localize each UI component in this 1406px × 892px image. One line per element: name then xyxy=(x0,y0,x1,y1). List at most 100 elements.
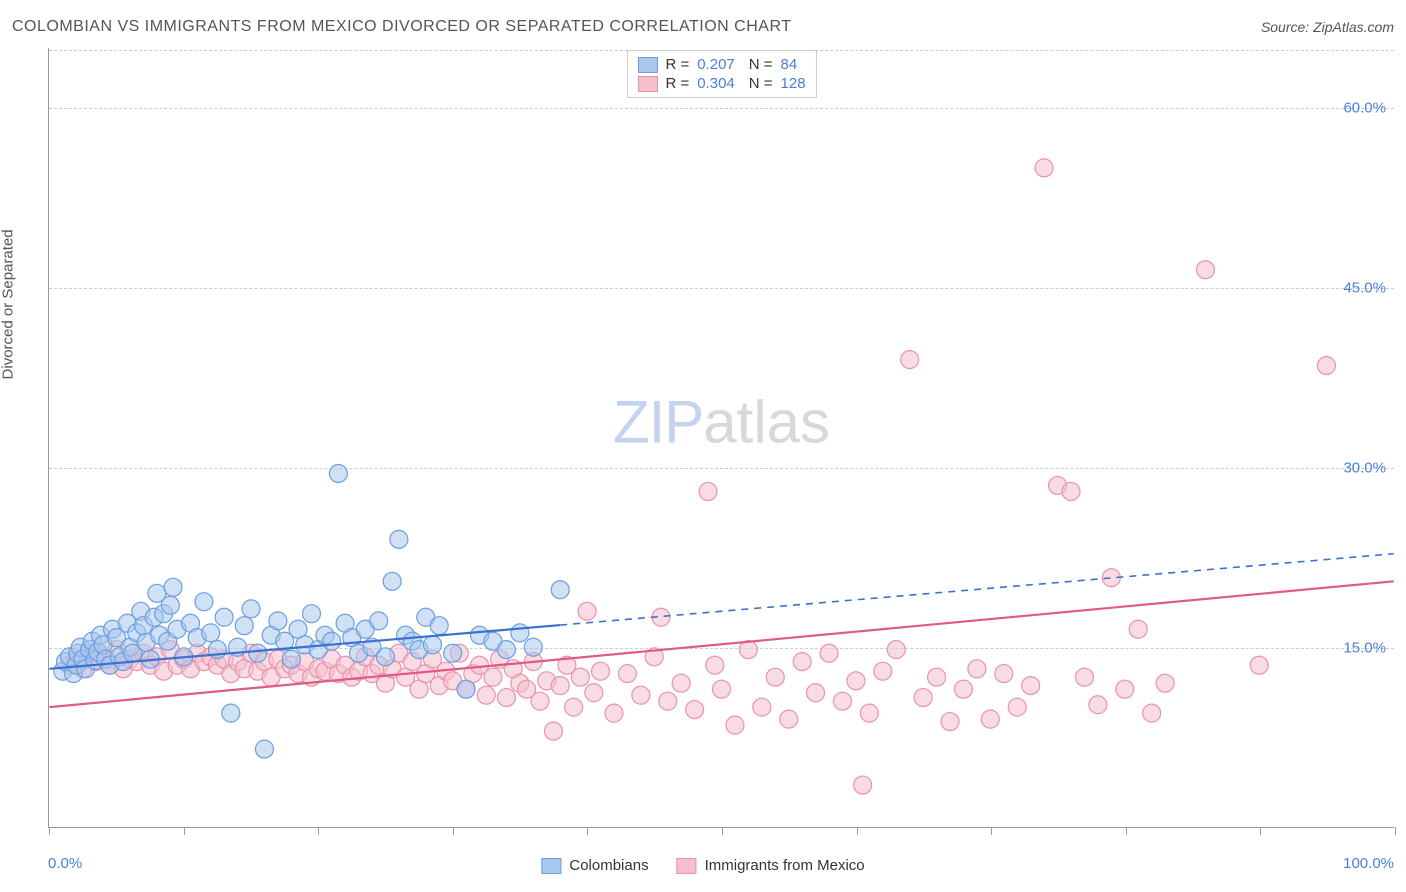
r-value-2: 0.304 xyxy=(697,75,735,92)
data-point xyxy=(222,704,240,722)
data-point xyxy=(195,593,213,611)
data-point xyxy=(323,632,341,650)
data-point xyxy=(423,636,441,654)
data-point xyxy=(215,608,233,626)
x-tick xyxy=(184,827,185,835)
data-point xyxy=(1062,482,1080,500)
n-value-1: 84 xyxy=(781,56,798,73)
data-point xyxy=(497,689,515,707)
data-point xyxy=(672,674,690,692)
data-point xyxy=(1089,696,1107,714)
data-point xyxy=(780,710,798,728)
x-tick xyxy=(453,827,454,835)
data-point xyxy=(477,686,495,704)
data-point xyxy=(242,600,260,618)
data-point xyxy=(376,648,394,666)
data-point xyxy=(1035,159,1053,177)
data-point xyxy=(766,668,784,686)
data-point xyxy=(544,722,562,740)
r-value-1: 0.207 xyxy=(697,56,735,73)
swatch-mexico-icon xyxy=(677,858,697,874)
data-point xyxy=(578,602,596,620)
r-label-2: R = xyxy=(665,75,689,92)
data-point xyxy=(753,698,771,716)
data-point xyxy=(1116,680,1134,698)
legend-item-mexico: Immigrants from Mexico xyxy=(677,857,865,874)
data-point xyxy=(282,650,300,668)
data-point xyxy=(1022,677,1040,695)
x-tick xyxy=(857,827,858,835)
data-point xyxy=(511,624,529,642)
y-axis-label: Divorced or Separated xyxy=(0,229,17,379)
data-point xyxy=(370,612,388,630)
r-label-1: R = xyxy=(665,56,689,73)
data-point xyxy=(571,668,589,686)
n-label-2: N = xyxy=(749,75,773,92)
n-value-2: 128 xyxy=(781,75,806,92)
data-point xyxy=(854,776,872,794)
swatch-colombians-icon xyxy=(541,858,561,874)
x-axis-max-label: 100.0% xyxy=(1343,855,1394,872)
legend-label-colombians: Colombians xyxy=(569,857,648,874)
data-point xyxy=(820,644,838,662)
data-point xyxy=(941,713,959,731)
data-point xyxy=(1156,674,1174,692)
data-point xyxy=(981,710,999,728)
data-point xyxy=(383,572,401,590)
data-point xyxy=(269,612,287,630)
data-point xyxy=(995,665,1013,683)
legend-stats-row-1: R = 0.207 N = 84 xyxy=(637,55,805,74)
data-point xyxy=(457,680,475,698)
data-point xyxy=(497,641,515,659)
data-point xyxy=(430,617,448,635)
n-label-1: N = xyxy=(749,56,773,73)
data-point xyxy=(874,662,892,680)
data-point xyxy=(390,530,408,548)
x-tick xyxy=(587,827,588,835)
plot-area: ZIPatlas R = 0.207 N = 84 R = 0.304 N = … xyxy=(48,48,1394,828)
data-point xyxy=(303,605,321,623)
data-point xyxy=(1250,656,1268,674)
data-point xyxy=(914,689,932,707)
data-point xyxy=(484,668,502,686)
data-point xyxy=(592,662,610,680)
data-point xyxy=(618,665,636,683)
data-point xyxy=(807,684,825,702)
data-point xyxy=(585,684,603,702)
x-axis-min-label: 0.0% xyxy=(48,855,82,872)
trend-line-colombians-dashed xyxy=(560,554,1393,625)
x-tick xyxy=(1395,827,1396,835)
chart-title: COLOMBIAN VS IMMIGRANTS FROM MEXICO DIVO… xyxy=(12,18,792,36)
data-point xyxy=(255,740,273,758)
swatch-mexico-icon xyxy=(637,76,657,92)
swatch-colombians-icon xyxy=(637,57,657,73)
data-point xyxy=(565,698,583,716)
data-point xyxy=(161,596,179,614)
chart-svg xyxy=(49,48,1394,827)
data-point xyxy=(1075,668,1093,686)
legend-stats: R = 0.207 N = 84 R = 0.304 N = 128 xyxy=(626,50,816,98)
data-point xyxy=(444,644,462,662)
x-tick xyxy=(318,827,319,835)
data-point xyxy=(726,716,744,734)
data-point xyxy=(249,644,267,662)
data-point xyxy=(235,617,253,635)
data-point xyxy=(860,704,878,722)
legend-stats-row-2: R = 0.304 N = 128 xyxy=(637,74,805,93)
data-point xyxy=(706,656,724,674)
data-point xyxy=(833,692,851,710)
x-tick xyxy=(722,827,723,835)
data-point xyxy=(1196,261,1214,279)
legend-item-colombians: Colombians xyxy=(541,857,648,874)
data-point xyxy=(968,660,986,678)
data-point xyxy=(928,668,946,686)
data-point xyxy=(524,638,542,656)
data-point xyxy=(901,351,919,369)
data-point xyxy=(686,701,704,719)
x-tick xyxy=(49,827,50,835)
legend-label-mexico: Immigrants from Mexico xyxy=(705,857,865,874)
data-point xyxy=(954,680,972,698)
data-point xyxy=(551,677,569,695)
data-point xyxy=(659,692,677,710)
data-point xyxy=(329,464,347,482)
